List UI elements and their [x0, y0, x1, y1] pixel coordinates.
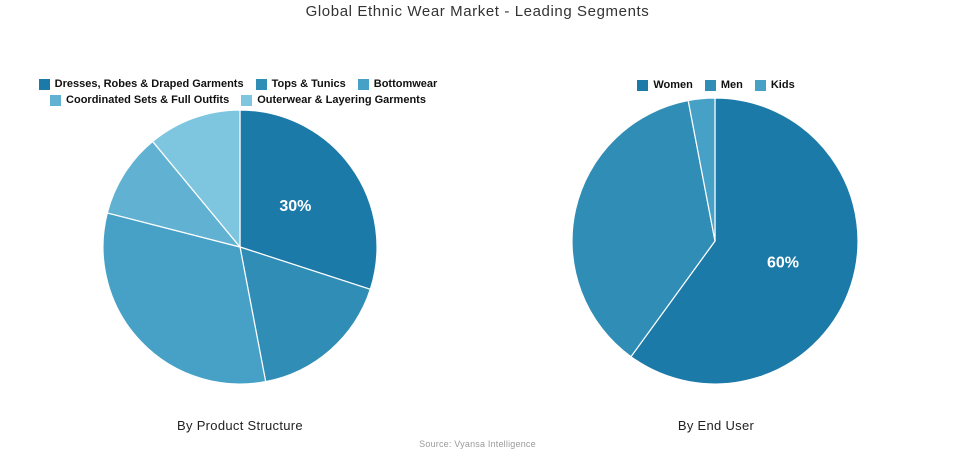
- pct-label-dresses-robes-draped-garments: 30%: [279, 198, 311, 215]
- pie-product-structure: 30%: [102, 109, 378, 385]
- legend-label: Dresses, Robes & Draped Garments: [54, 78, 244, 90]
- legend-label: Men: [720, 79, 743, 91]
- caption-product-structure: By Product Structure: [177, 418, 303, 433]
- legend-item-kids: Kids: [754, 79, 795, 92]
- pie-slice-men: [571, 99, 716, 358]
- pie-slice-coordinated-sets-full-outfits: [106, 140, 241, 248]
- caption-end-user: By End User: [677, 418, 755, 433]
- legend-swatch-bottomwear: [357, 79, 369, 90]
- legend-item-dresses-robes-draped-garments: Dresses, Robes & Draped Garments: [38, 78, 244, 91]
- chart-title: Global Ethnic Wear Market - Leading Segm…: [305, 3, 650, 20]
- legend-swatch-coordinated-sets-full-outfits: [50, 95, 62, 106]
- pie-slice-bottomwear: [102, 212, 267, 385]
- legend-end-user: Women Men Kids: [575, 79, 857, 92]
- source-note: Source: Vyansa Intelligence: [419, 439, 536, 449]
- pct-label-women: 60%: [767, 255, 799, 272]
- pie-slice-dresses-robes-draped-garments: [239, 109, 378, 290]
- legend-label: Tops & Tunics: [271, 78, 346, 90]
- legend-product-structure: Dresses, Robes & Draped Garments Tops & T…: [12, 78, 464, 107]
- legend-swatch-tops-tunics: [255, 79, 267, 90]
- pie-end-user: 60%: [571, 97, 859, 385]
- pie-slice-women: [630, 97, 859, 385]
- legend-swatch-women: [637, 80, 649, 91]
- legend-item-bottomwear: Bottomwear: [357, 78, 438, 91]
- legend-label: Kids: [770, 79, 795, 91]
- legend-swatch-outerwear-layering-garments: [241, 95, 253, 106]
- legend-label: Women: [653, 79, 693, 91]
- legend-label: Bottomwear: [373, 78, 438, 90]
- pie-slice-tops-tunics: [239, 246, 371, 383]
- legend-swatch-kids: [754, 80, 766, 91]
- legend-item-women: Women: [637, 79, 693, 92]
- legend-item-coordinated-sets-full-outfits: Coordinated Sets & Full Outfits: [50, 94, 229, 107]
- legend-label: Outerwear & Layering Garments: [257, 94, 426, 106]
- legend-label: Coordinated Sets & Full Outfits: [66, 94, 230, 106]
- legend-item-outerwear-layering-garments: Outerwear & Layering Garments: [241, 94, 426, 107]
- legend-item-tops-tunics: Tops & Tunics: [255, 78, 346, 91]
- legend-item-men: Men: [704, 79, 743, 92]
- legend-swatch-dresses-robes-draped-garments: [38, 79, 50, 90]
- pie-slice-kids: [687, 97, 716, 242]
- pie-slice-outerwear-layering-garments: [152, 109, 241, 248]
- legend-swatch-men: [704, 80, 716, 91]
